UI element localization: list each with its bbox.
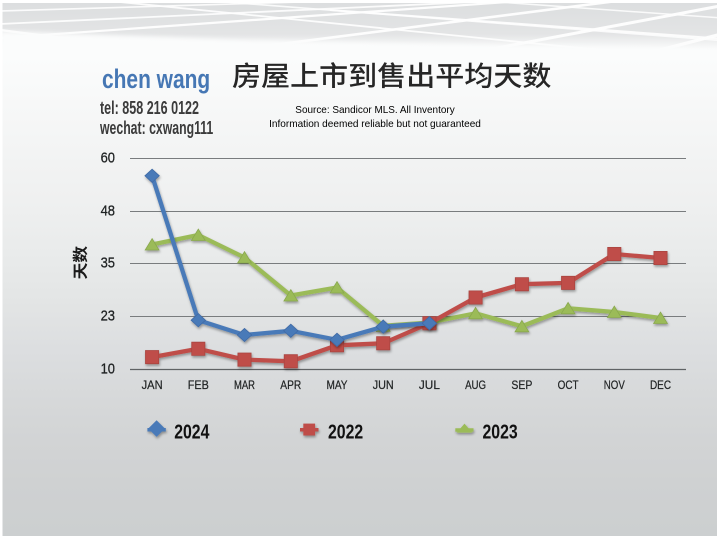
svg-text:OCT: OCT	[558, 378, 579, 392]
svg-text:FEB: FEB	[188, 378, 209, 392]
svg-text:NOV: NOV	[604, 378, 626, 392]
svg-text:2024: 2024	[174, 420, 210, 443]
svg-text:2022: 2022	[328, 420, 363, 443]
svg-text:48: 48	[101, 203, 115, 219]
svg-text:AUG: AUG	[465, 378, 486, 392]
svg-text:2023: 2023	[483, 420, 518, 443]
svg-text:MAR: MAR	[234, 378, 255, 392]
svg-text:tel: 858 216 0122: tel: 858 216 0122	[100, 98, 199, 118]
svg-text:SEP: SEP	[511, 378, 532, 392]
svg-text:wechat: cxwang111: wechat: cxwang111	[99, 118, 213, 138]
svg-text:23: 23	[101, 308, 115, 324]
svg-text:APR: APR	[280, 378, 301, 392]
svg-text:35: 35	[101, 255, 115, 271]
svg-text:MAY: MAY	[327, 378, 348, 392]
svg-text:DEC: DEC	[650, 378, 671, 392]
svg-text:chen wang: chen wang	[102, 64, 210, 94]
svg-text:JUL: JUL	[419, 378, 440, 392]
svg-text:JAN: JAN	[142, 378, 163, 392]
svg-text:JUN: JUN	[373, 378, 394, 392]
svg-text:Source: Sandicor MLS. All Inve: Source: Sandicor MLS. All Inventory	[295, 105, 455, 116]
svg-text:10: 10	[101, 361, 115, 377]
svg-text:Information deemed reliable bu: Information deemed reliable but not guar…	[269, 119, 481, 130]
svg-text:60: 60	[101, 150, 115, 166]
